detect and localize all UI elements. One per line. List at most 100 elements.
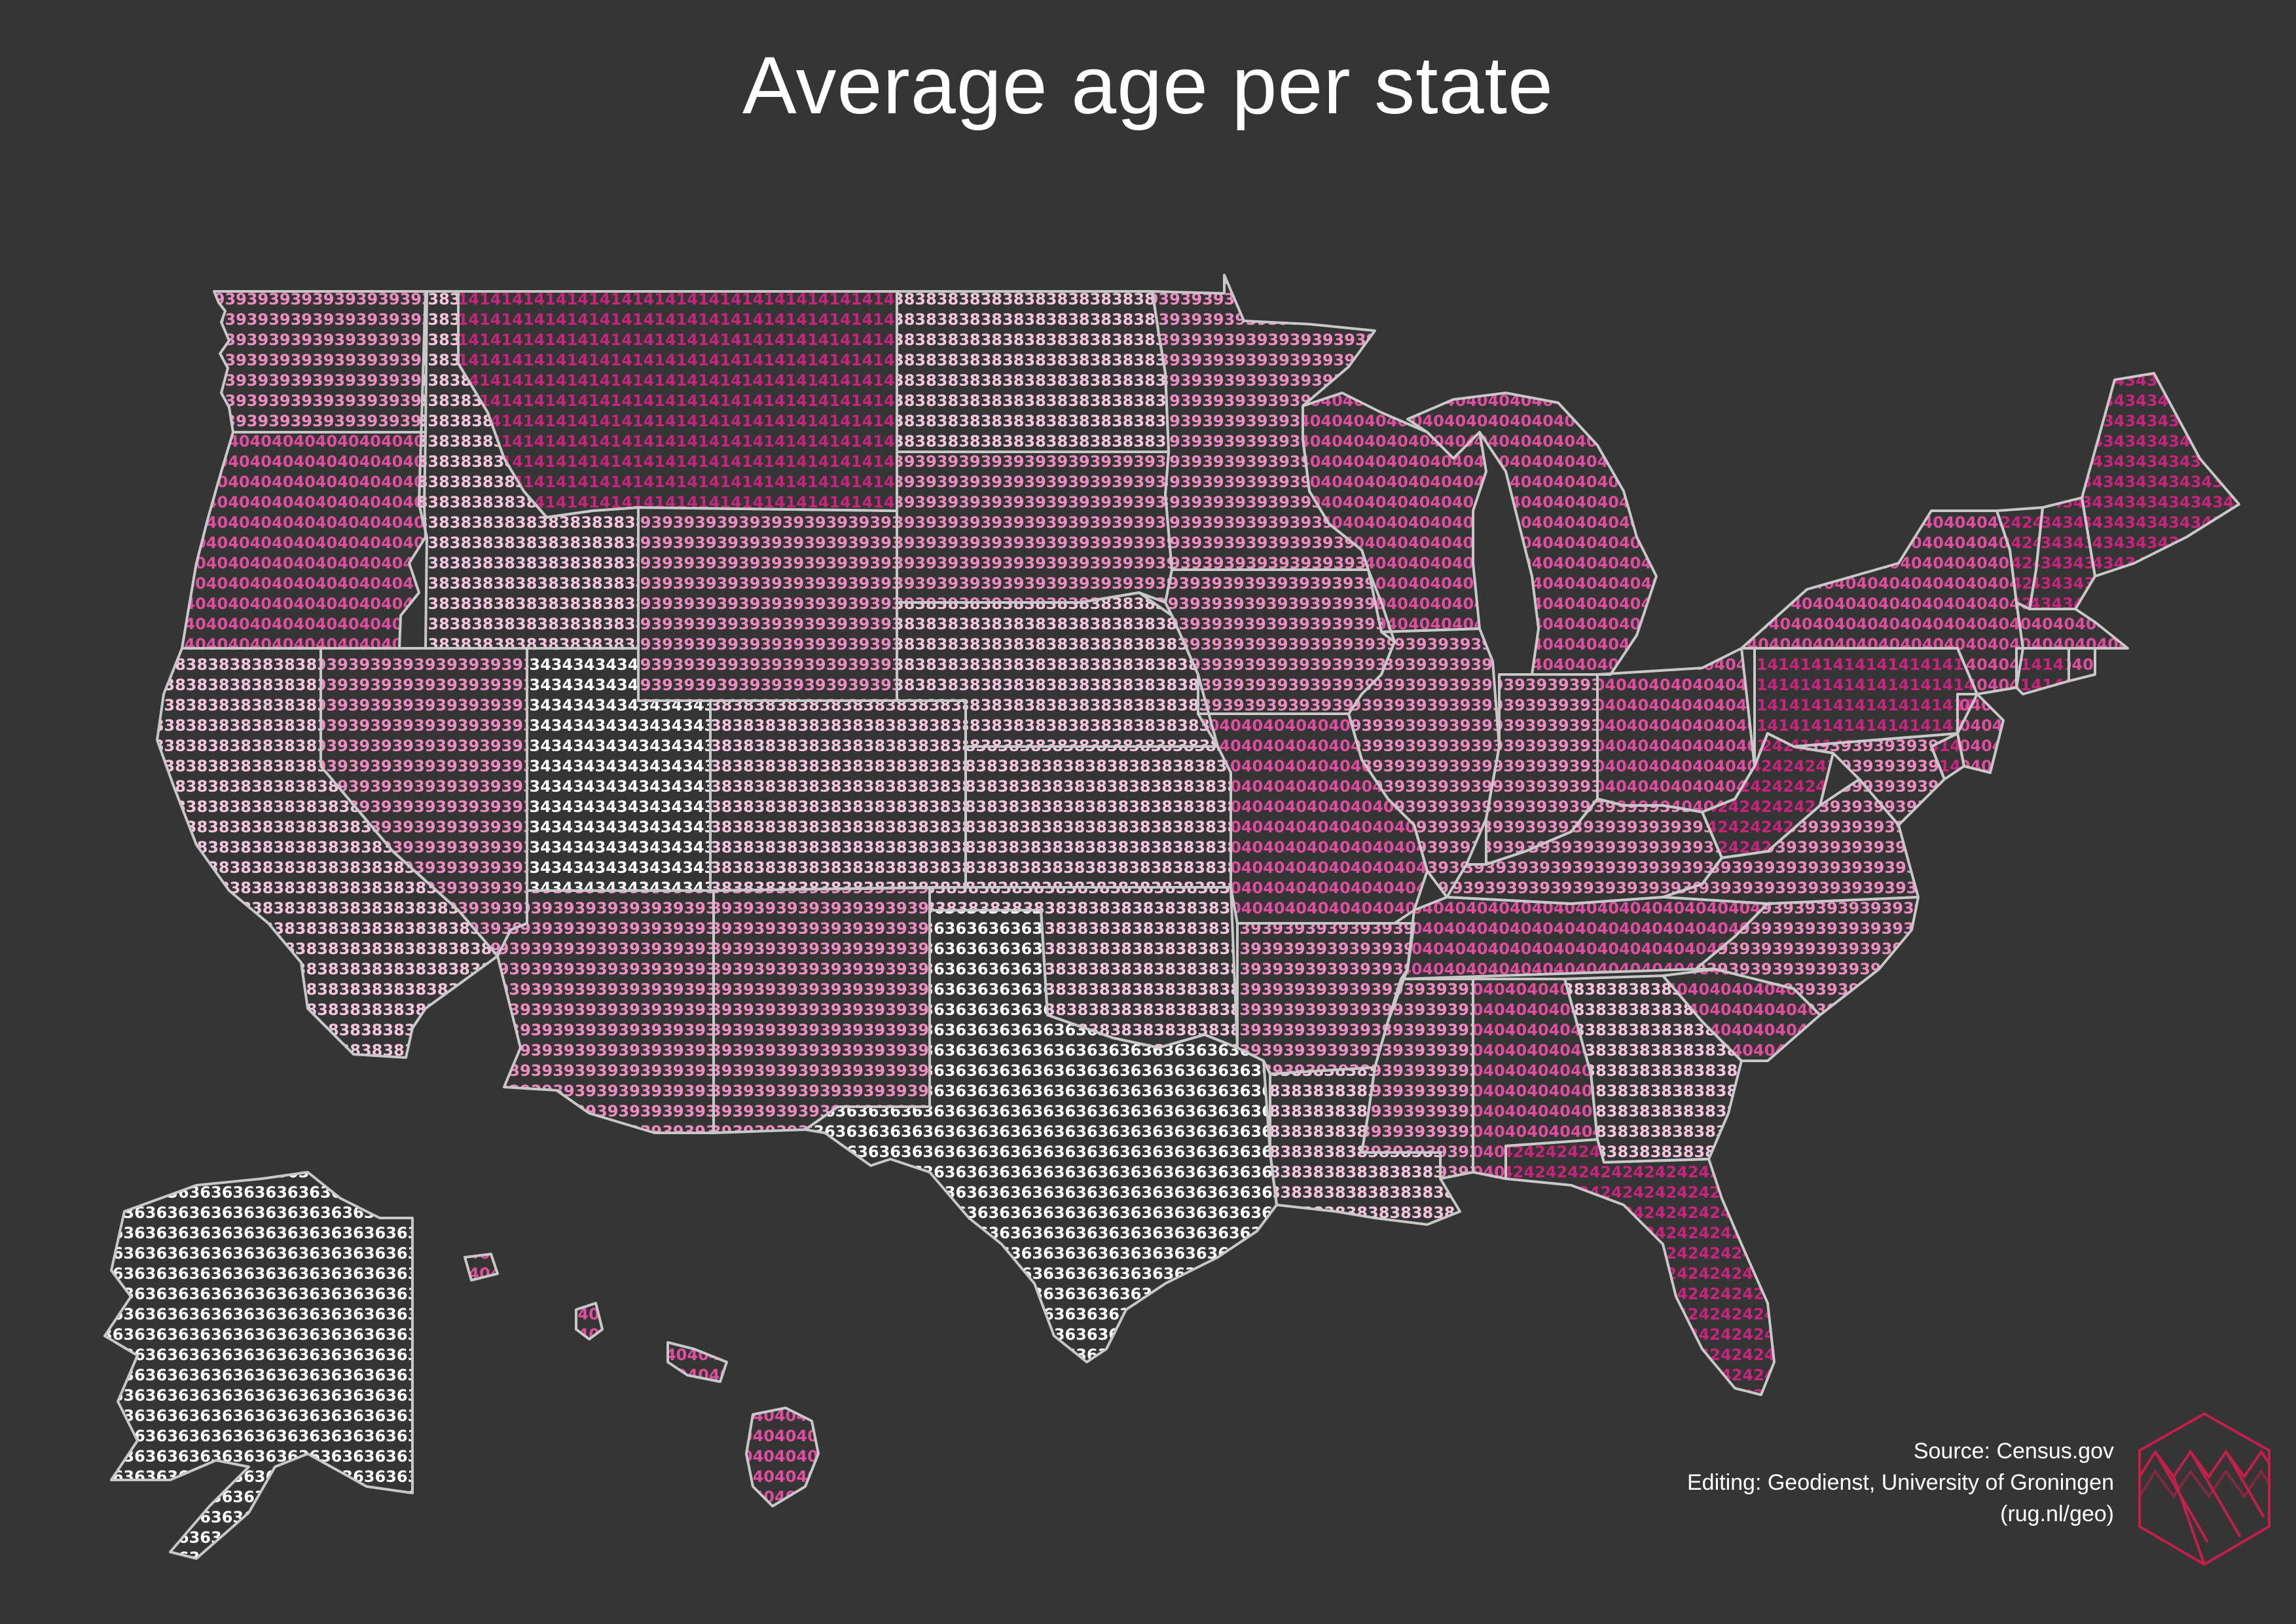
svg-text:424242424242424242424242424242: 4242424242424242424242424242424242 [1502, 1264, 1874, 1283]
svg-text:363636363636363636363636363636: 36363636363636363636363636363636363636 [101, 1549, 517, 1567]
svg-text:383838383838383838383838383838: 3838383838383838383838383838383838 [893, 290, 1265, 308]
state-age-label-montana: 4141414141414141414141414141414141414141… [446, 291, 993, 517]
svg-text:414141414141414141414141414141: 4141414141414141414141414141414141414141… [446, 351, 993, 369]
state-illinois [1349, 629, 1499, 897]
svg-text:383838383838383838383838383838: 38383838383838383838383838383838 [710, 858, 1060, 877]
state-border-florida [1504, 1138, 1776, 1396]
svg-text:414141414141414141414141414141: 4141414141414141414141414141414141414141… [446, 331, 993, 349]
svg-text:424242424242424242424242424242: 4242424242424242424242424242424242 [1502, 1386, 1874, 1405]
svg-text:393939393939393939393939393939: 39393939393939393939393939393939 [629, 696, 979, 714]
svg-text:383838383838383838383838383838: 38383838383838383838383838383838 [710, 716, 1060, 735]
source-credit: Source: Census.gov [1913, 1439, 2114, 1464]
svg-text:4141414141414141414141414141: 4141414141414141414141414141 [1745, 655, 2052, 674]
svg-text:34343434343434343434343434: 34343434343434343434343434 [507, 838, 792, 857]
svg-text:363636363636363636363636363636: 36363636363636363636363636363636363636 [101, 1488, 517, 1506]
svg-text:383838383838383838383838: 383838383838383838383838 [1563, 1082, 1825, 1100]
state-maine [2082, 373, 2239, 576]
svg-text:414141414141414141414141414141: 4141414141414141414141414141414141414141… [446, 452, 993, 471]
state-age-label-colorado: 38383838383838383838383838383838 38383838… [710, 701, 1060, 891]
svg-text:363636363636363636363636363636: 3636363636363636363636363636363636363636… [792, 1143, 1382, 1161]
svg-text:4141414141414141414141414141: 4141414141414141414141414141 [1745, 635, 2052, 654]
svg-text:393939393939393939: 393939393939393939 [1482, 676, 1679, 694]
svg-text:3838383838383838383838383838: 3838383838383838383838383838 [406, 534, 712, 552]
svg-text:404040404040404040404040404040: 4040404040404040404040404040404040404040… [446, 1407, 905, 1425]
svg-text:3939393939393939393939393939: 3939393939393939393939393939 [487, 919, 793, 938]
svg-text:363636363636363636363636363636: 36363636363636363636363636363636363636 [101, 1285, 517, 1303]
svg-text:3838383838383838383838383838: 3838383838383838383838383838 [406, 513, 712, 532]
svg-text:363636363636363636363636363636: 36363636363636363636363636363636363636 [101, 1407, 517, 1425]
svg-text:393939393939393939393939393939: 39393939393939393939393939393939 [629, 554, 979, 572]
svg-text:393939393939393939393939393939: 39393939393939393939393939393939 [629, 676, 979, 694]
svg-text:424242424242424242424242424242: 4242424242424242424242424242424242 [1502, 1346, 1874, 1364]
svg-text:424242424242424242424242424242: 4242424242424242424242424242424242 [1502, 1285, 1874, 1303]
state-border-rhode-island [2068, 647, 2096, 682]
state-hawaii [465, 1254, 818, 1506]
svg-text:404040404040404040404040404040: 404040404040404040404040404040 [162, 473, 490, 491]
svg-text:414141414141414141414141414141: 4141414141414141414141414141414141414141… [446, 371, 993, 390]
state-age-label-wyoming: 39393939393939393939393939393939 39393939… [629, 507, 979, 714]
svg-text:3939393939393939393939393939: 3939393939393939393939393939 [710, 899, 1017, 917]
state-age-label-connecticut: 4141414141414141414141414141414141414141… [2016, 648, 2069, 694]
svg-text:34343434343434343434343434: 34343434343434343434343434 [507, 635, 792, 654]
svg-text:4040404040404040404040: 4040404040404040404040 [1583, 757, 1823, 775]
url-credit: (rug.nl/geo) [2000, 1502, 2114, 1526]
svg-text:393939393939393939393939: 393939393939393939393939 [1218, 919, 1480, 938]
state-georgia [1565, 976, 1741, 1162]
svg-text:363636363636363636363636363636: 3636363636363636363636363636363636363636… [792, 1325, 1382, 1344]
svg-text:43434343434343: 43434343434343 [2030, 574, 2183, 593]
state-tennessee [1401, 897, 1768, 979]
state-west-virginia [1702, 733, 1833, 858]
svg-text:404040404040404040404040404040: 4040404040404040404040404040404040404040… [446, 1447, 905, 1466]
svg-text:404040404040404040404040404040: 404040404040404040404040404040 [1197, 858, 1525, 877]
state-arizona [498, 891, 714, 1133]
svg-text:404040404040404040404040404040: 4040404040404040404040404040404040404040… [1400, 940, 1882, 958]
svg-text:424242424242424242424242424242: 4242424242424242424242424242424242 [1502, 1224, 1874, 1242]
state-age-label-kansas: 3838383838383838383838383838383838 383838… [954, 747, 1326, 897]
svg-text:404040404040404040404040404040: 4040404040404040404040404040404040404040… [446, 1285, 905, 1303]
svg-text:3939393939393939393939393939: 3939393939393939393939393939 [203, 270, 509, 288]
svg-text:3939393939393939393939: 3939393939393939393939 [1339, 757, 1580, 775]
svg-text:4141414141414141414141414141: 4141414141414141414141414141 [1745, 716, 2052, 735]
svg-text:424242424242424242424242424242: 4242424242424242424242424242424242 [1502, 1163, 1874, 1181]
svg-text:363636363636363636363636363636: 36363636363636363636363636363636363636 [101, 1143, 517, 1161]
state-alabama [1473, 979, 1597, 1179]
svg-text:404040404040404040404040404040: 404040404040404040404040404040 [162, 635, 490, 654]
map-credits: Source: Census.gov Editing: Geodienst, U… [1687, 1435, 2114, 1530]
state-nevada [321, 648, 527, 956]
svg-text:34343434343434343434343434: 34343434343434343434343434 [507, 798, 792, 816]
svg-text:383838383838383838383838383838: 3838383838383838383838383838383838 [954, 879, 1326, 897]
svg-text:4343434343434343434343: 4343434343434343434343 [2070, 513, 2296, 532]
svg-text:363636363636363636363636363636: 36363636363636363636363636363636363636 [101, 1508, 517, 1526]
svg-text:393939393939393939393939393939: 3939393939393939393939393939393939 [893, 513, 1265, 532]
state-michigan [1408, 393, 1656, 674]
svg-text:383838383838383838383838383838: 3838383838383838383838383838383838 [954, 858, 1326, 877]
svg-text:363636363636363636363636363636: 36363636363636363636363636363636363636 [101, 1528, 517, 1547]
svg-text:3939393939393939393939393939: 3939393939393939393939393939 [1137, 554, 1443, 572]
svg-text:404040404040404040404040404040: 4040404040404040404040404040404040404040… [446, 1386, 905, 1405]
state-wyoming [638, 507, 897, 701]
svg-text:404040404040: 404040404040 [1948, 777, 2079, 796]
state-new-hampshire [2030, 498, 2095, 609]
state-kentucky [1447, 799, 1722, 904]
state-idaho [419, 291, 638, 648]
svg-text:3939393939393939393939393939: 3939393939393939393939393939 [304, 777, 611, 796]
svg-text:3939393939393939393939393939: 3939393939393939393939393939 [203, 351, 509, 369]
svg-text:3939393939393939393939393939: 3939393939393939393939393939 [304, 737, 611, 755]
svg-text:3939393939393939393939393939: 3939393939393939393939393939 [1137, 249, 1443, 268]
state-border-wisconsin [1302, 392, 1487, 633]
svg-text:3838383838383838383838383838: 3838383838383838383838383838 [406, 635, 712, 654]
svg-text:404040404040404040404040404040: 4040404040404040404040404040404040 [1725, 615, 2097, 633]
svg-text:40404040404040404040: 40404040404040404040 [1461, 1061, 1680, 1080]
svg-text:404040404040404040404040404040: 4040404040404040404040404040404040404040… [446, 1488, 905, 1506]
svg-text:34343434343434343434343434: 34343434343434343434343434 [507, 858, 792, 877]
state-age-label-north-dakota: 3838383838383838383838383838383838 383838… [893, 290, 1265, 451]
svg-text:3939393939393939393939393939: 3939393939393939393939393939 [203, 290, 509, 308]
svg-text:393939393939393939393939393939: 3939393939393939393939393939393939 [1441, 899, 1813, 917]
svg-text:393939393939393939393939393939: 39393939393939393939393939393939 [629, 655, 979, 674]
svg-text:414141414141414141414141414141: 4141414141414141414141414141414141414141… [446, 412, 993, 430]
svg-text:404040404040404040404040404040: 4040404040404040404040404040404040404040… [1400, 919, 1882, 938]
svg-text:3939393939393939393939393939: 3939393939393939393939393939 [710, 940, 1017, 958]
state-south-carolina [1663, 969, 1820, 1061]
svg-text:404040404040404040404040404040: 4040404040404040404040404040404040404040… [446, 1325, 905, 1344]
svg-text:4040404040404040404040: 4040404040404040404040 [1583, 737, 1823, 755]
